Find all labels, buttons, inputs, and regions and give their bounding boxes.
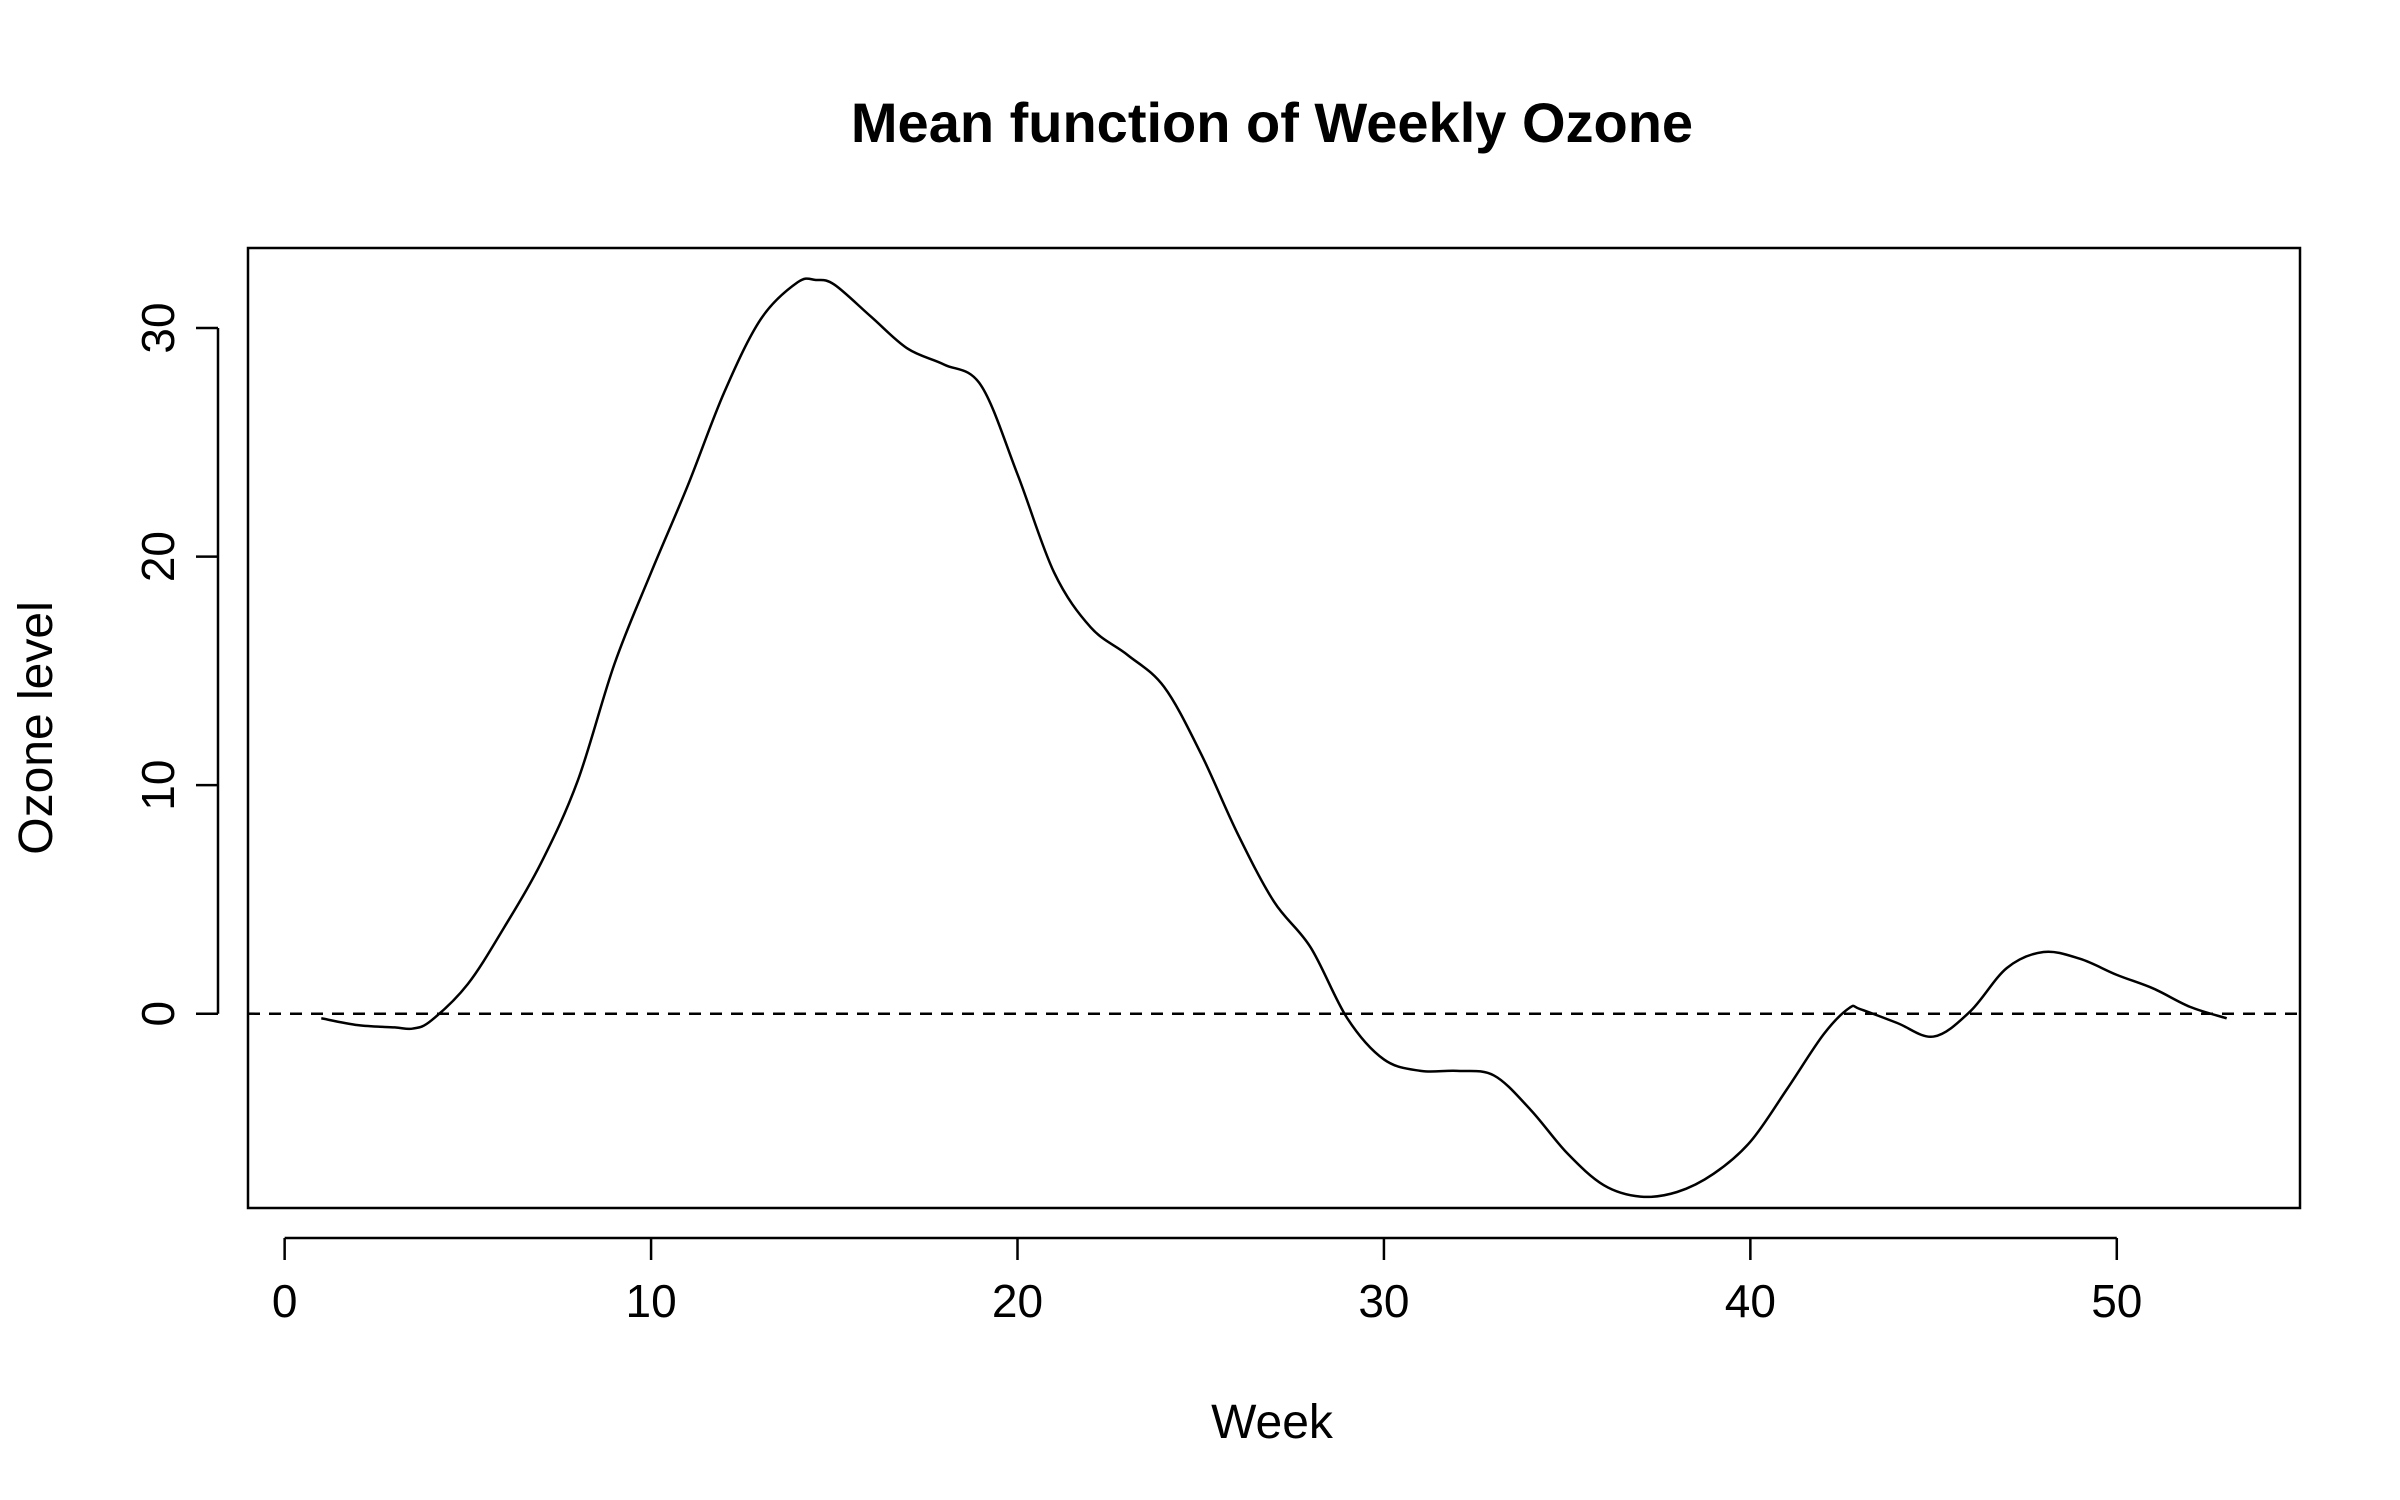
x-tick-label: 40: [1725, 1275, 1776, 1327]
y-tick-label: 10: [132, 760, 184, 811]
x-tick-label: 50: [2091, 1275, 2142, 1327]
plot-frame: [246, 246, 2302, 1210]
y-tick-label: 30: [132, 302, 184, 353]
x-tick-label: 0: [272, 1275, 298, 1327]
x-tick-label: 30: [1358, 1275, 1409, 1327]
x-tick-label: 20: [992, 1275, 1043, 1327]
x-tick-label: 10: [625, 1275, 676, 1327]
y-tick-label: 20: [132, 531, 184, 582]
chart-title: Mean function of Weekly Ozone: [851, 91, 1693, 154]
y-axis: 0 10 20 30: [132, 302, 220, 1027]
series-line-mean-function: [321, 277, 2228, 1199]
x-axis-label: Week: [1211, 1396, 1334, 1449]
y-axis-label: Ozone level: [10, 601, 63, 854]
x-axis: 0 10 20 30 40 50: [272, 1236, 2142, 1327]
y-tick-label: 0: [132, 1001, 184, 1027]
